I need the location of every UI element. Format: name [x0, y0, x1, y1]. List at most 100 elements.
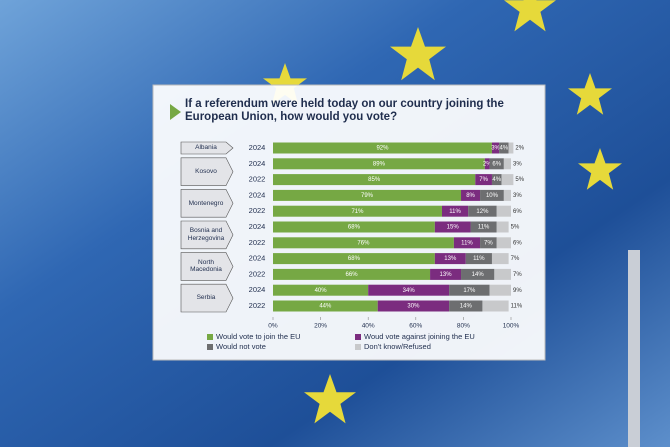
- bar-segment: [503, 189, 511, 201]
- bar-segment: [273, 205, 442, 217]
- bar-segment: [273, 221, 435, 233]
- category-label: 2024: [249, 143, 266, 152]
- legend-swatch: [355, 334, 361, 340]
- category-label: 2022: [249, 175, 266, 184]
- bar-segment: [273, 189, 462, 201]
- bar-segment: [449, 300, 483, 312]
- bar-segment: [273, 158, 485, 170]
- bar-segment: [273, 142, 492, 154]
- value-label: 7%: [479, 177, 488, 183]
- value-label: 2%: [483, 161, 492, 167]
- category-label: 2024: [249, 190, 266, 199]
- bar-segment: [503, 158, 511, 170]
- bar-segment: [496, 221, 509, 233]
- group-label-box: [180, 220, 234, 250]
- x-tick-label: 60%: [409, 323, 422, 330]
- group-label-box: [180, 157, 234, 186]
- category-label: 2024: [249, 159, 266, 168]
- group-label: Bosnia and Herzegovina: [187, 227, 225, 242]
- x-tick-label: 80%: [457, 323, 470, 330]
- value-label: 85%: [368, 177, 381, 183]
- bar-segment: [491, 174, 502, 186]
- bar-segment: [496, 237, 511, 249]
- group-label-box: [180, 141, 234, 155]
- value-label: 14%: [460, 304, 473, 310]
- value-label: 71%: [351, 209, 364, 215]
- value-label: 11%: [473, 256, 485, 262]
- legend-label: Woud vote against joining the EU: [364, 332, 475, 341]
- group-label: Kosovo: [195, 167, 217, 175]
- value-label: 10%: [486, 193, 499, 199]
- value-label: 30%: [407, 304, 420, 310]
- value-label: 76%: [357, 240, 370, 246]
- bar-segment: [480, 189, 504, 201]
- legend-swatch: [207, 334, 213, 340]
- value-label: 9%: [513, 288, 522, 294]
- bar-segment: [501, 174, 514, 186]
- category-label: 2022: [249, 269, 266, 278]
- value-label: 7%: [484, 240, 493, 246]
- bar-segment: [468, 205, 497, 217]
- bar-segment: [434, 221, 471, 233]
- value-label: 11%: [511, 304, 523, 310]
- bar-segment: [453, 237, 481, 249]
- value-label: 11%: [449, 209, 461, 215]
- bar-segment: [273, 174, 476, 186]
- value-label: 2%: [515, 146, 524, 152]
- bar-segment: [449, 284, 490, 296]
- value-label: 6%: [492, 161, 501, 167]
- group-label: Montenegro: [188, 199, 224, 207]
- bar-segment: [377, 300, 450, 312]
- group-label-box: [180, 283, 234, 313]
- legend-swatch: [207, 344, 213, 350]
- bar-segment: [368, 284, 450, 296]
- value-label: 6%: [513, 240, 522, 246]
- bar-segment: [434, 253, 466, 265]
- x-tick-label: 40%: [362, 323, 375, 330]
- value-label: 5%: [511, 225, 520, 231]
- category-label: 2024: [249, 254, 266, 263]
- bar-segment: [489, 284, 511, 296]
- bar-segment: [461, 268, 495, 280]
- legend-label: Don't know/Refused: [364, 342, 431, 351]
- bar-segment: [508, 142, 514, 154]
- group-label: Serbia: [196, 294, 216, 302]
- group-label-box: [180, 189, 234, 218]
- bar-segment: [496, 205, 511, 217]
- bar-segment: [499, 142, 509, 154]
- value-label: 44%: [319, 304, 332, 310]
- bar-segment: [480, 237, 497, 249]
- value-label: 15%: [447, 225, 460, 231]
- value-label: 68%: [348, 256, 361, 262]
- group-label: Albania: [195, 144, 217, 152]
- value-label: 5%: [515, 177, 524, 183]
- bar-segment: [484, 158, 490, 170]
- value-label: 6%: [513, 209, 522, 215]
- bar-segment: [273, 284, 369, 296]
- bar-segment: [470, 221, 497, 233]
- bar-segment: [465, 253, 492, 265]
- bar-segment: [461, 189, 481, 201]
- x-tick-label: 100%: [503, 323, 520, 330]
- value-label: 11%: [461, 240, 473, 246]
- value-label: 40%: [315, 288, 328, 294]
- x-tick-label: 0%: [268, 323, 278, 330]
- bar-segment: [273, 253, 435, 265]
- bar-segment: [273, 300, 378, 312]
- value-label: 79%: [361, 193, 374, 199]
- category-label: 2022: [249, 238, 266, 247]
- legend-swatch: [355, 344, 361, 350]
- value-label: 3%: [513, 193, 522, 199]
- bar-segment: [482, 300, 509, 312]
- value-label: 92%: [376, 146, 389, 152]
- bar-segment: [494, 268, 511, 280]
- value-label: 89%: [373, 161, 386, 167]
- legend-label: Would vote to join the EU: [216, 332, 301, 341]
- value-label: 17%: [463, 288, 476, 294]
- value-label: 34%: [403, 288, 416, 294]
- group-label: North Macedonia: [190, 258, 222, 274]
- bar-segment: [489, 158, 504, 170]
- chart-title: If a referendum were held today on our c…: [185, 98, 504, 123]
